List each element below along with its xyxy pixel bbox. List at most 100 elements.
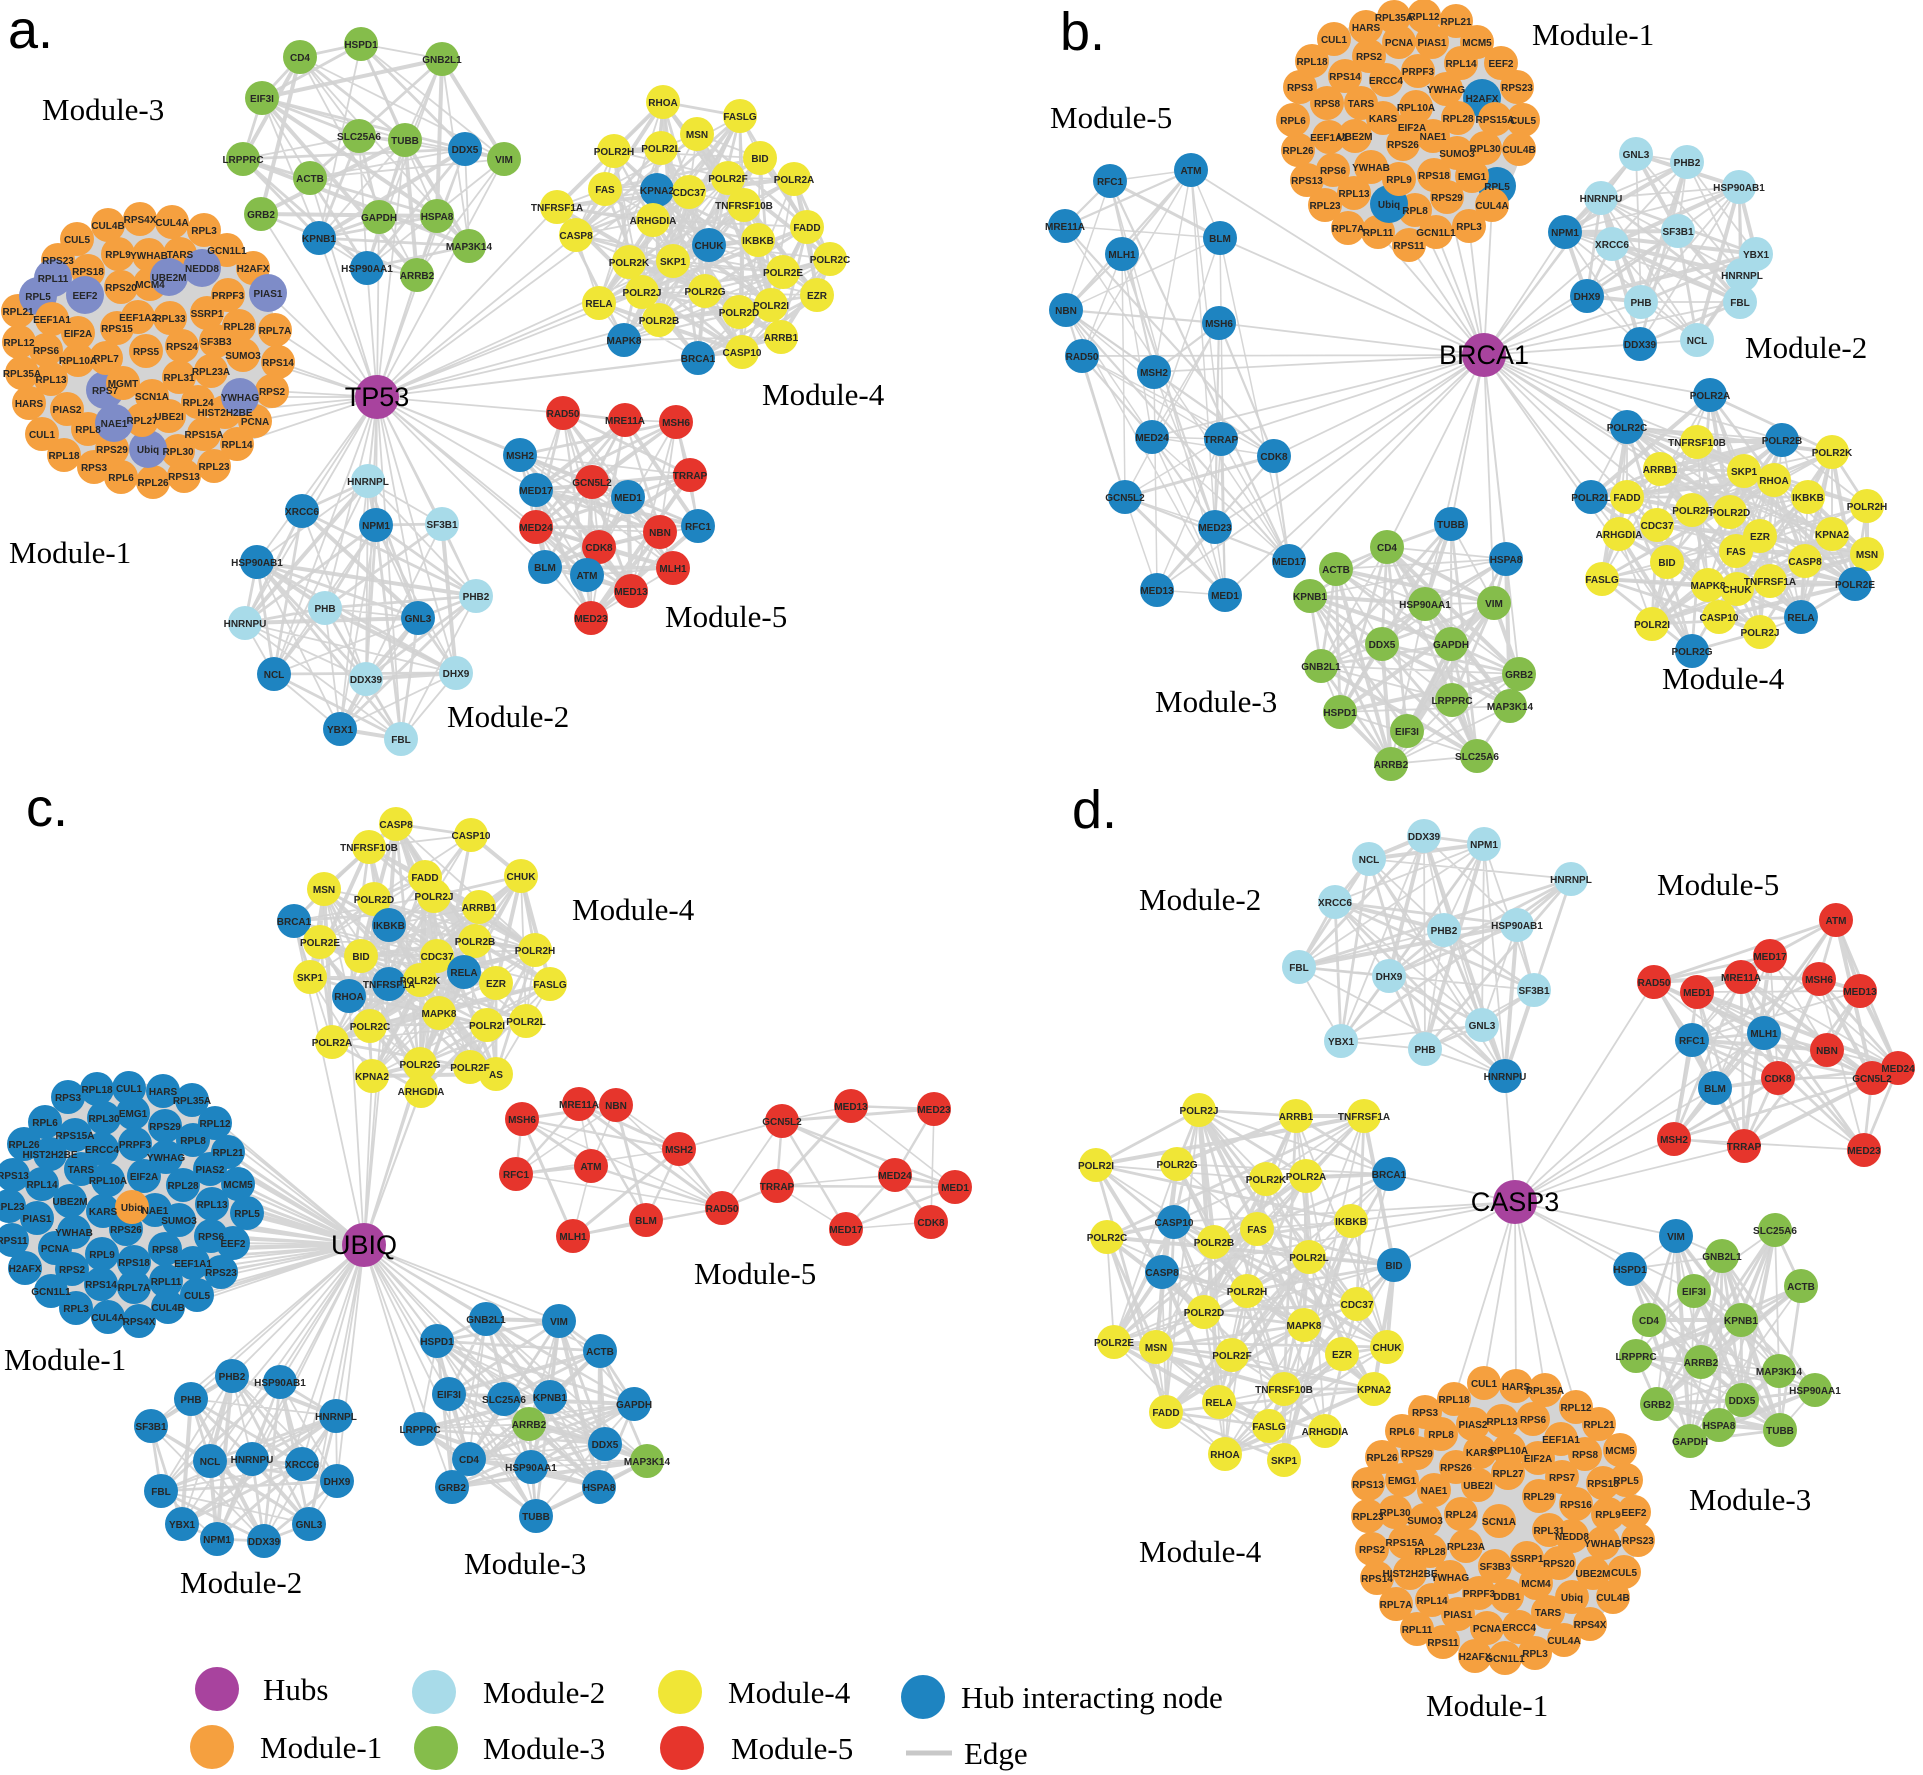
svg-text:RPL5: RPL5 xyxy=(1613,1476,1639,1487)
svg-text:GNL3: GNL3 xyxy=(1469,1021,1496,1032)
svg-text:KPNB1: KPNB1 xyxy=(1724,1316,1758,1327)
svg-text:GNL3: GNL3 xyxy=(405,614,432,625)
svg-text:MED13: MED13 xyxy=(834,1102,868,1113)
svg-text:Module-3: Module-3 xyxy=(483,1731,605,1766)
svg-text:ARRB2: ARRB2 xyxy=(512,1420,547,1431)
svg-text:RPL6: RPL6 xyxy=(108,473,134,484)
svg-text:FASLG: FASLG xyxy=(1252,1422,1286,1433)
svg-text:HARS: HARS xyxy=(149,1087,178,1098)
svg-text:RAD50: RAD50 xyxy=(1638,978,1671,989)
svg-text:CUL4A: CUL4A xyxy=(1475,201,1508,212)
svg-text:c.: c. xyxy=(26,778,68,838)
svg-text:EEF1A2: EEF1A2 xyxy=(119,313,157,324)
svg-text:POLR2B: POLR2B xyxy=(1194,1238,1235,1249)
svg-text:Module-3: Module-3 xyxy=(1689,1482,1811,1517)
svg-text:XRCC6: XRCC6 xyxy=(285,507,319,518)
svg-text:RPS6: RPS6 xyxy=(198,1232,225,1243)
svg-text:RELA: RELA xyxy=(585,299,612,310)
svg-text:CD4: CD4 xyxy=(290,53,310,64)
svg-text:RPL23A: RPL23A xyxy=(1447,1542,1485,1553)
svg-text:RPL23: RPL23 xyxy=(1309,201,1341,212)
svg-text:RPL10A: RPL10A xyxy=(89,1176,127,1187)
svg-text:RPL13: RPL13 xyxy=(1486,1417,1518,1428)
svg-text:CUL4A: CUL4A xyxy=(91,1313,124,1324)
svg-text:ERCC4: ERCC4 xyxy=(85,1145,119,1156)
svg-text:RPL21: RPL21 xyxy=(1583,1420,1615,1431)
svg-text:CASP8: CASP8 xyxy=(559,231,593,242)
svg-text:DHX9: DHX9 xyxy=(324,1477,351,1488)
svg-text:FAS: FAS xyxy=(1247,1225,1267,1236)
svg-text:EEF1A1: EEF1A1 xyxy=(174,1259,212,1270)
svg-text:POLR2E: POLR2E xyxy=(763,268,803,279)
svg-text:RPL14: RPL14 xyxy=(1445,59,1477,70)
svg-text:RPL8: RPL8 xyxy=(1402,206,1428,217)
svg-text:EIF2A: EIF2A xyxy=(1398,123,1426,134)
svg-text:RPL30: RPL30 xyxy=(88,1114,120,1125)
svg-text:NBN: NBN xyxy=(649,528,671,539)
svg-text:ARRB1: ARRB1 xyxy=(1279,1112,1314,1123)
svg-text:GAPDH: GAPDH xyxy=(1433,640,1469,651)
svg-text:BRCA1: BRCA1 xyxy=(681,354,716,365)
svg-text:GRB2: GRB2 xyxy=(247,210,275,221)
svg-text:HNRNPL: HNRNPL xyxy=(347,477,389,488)
svg-text:Module-2: Module-2 xyxy=(447,699,569,734)
svg-text:POLR2G: POLR2G xyxy=(399,1060,440,1071)
svg-text:ARHGDIA: ARHGDIA xyxy=(630,216,677,227)
svg-text:RPS29: RPS29 xyxy=(1431,193,1463,204)
svg-text:CASP10: CASP10 xyxy=(723,348,762,359)
svg-text:SF3B1: SF3B1 xyxy=(426,520,458,531)
svg-text:PHB2: PHB2 xyxy=(1431,926,1458,937)
svg-text:MLH1: MLH1 xyxy=(1108,250,1136,261)
svg-text:KPNB1: KPNB1 xyxy=(302,234,336,245)
svg-text:HSP90AB1: HSP90AB1 xyxy=(231,558,283,569)
svg-text:XRCC6: XRCC6 xyxy=(1318,898,1352,909)
svg-text:RPL8: RPL8 xyxy=(1428,1430,1454,1441)
svg-text:PRPF3: PRPF3 xyxy=(119,1140,152,1151)
svg-text:TRRAP: TRRAP xyxy=(673,471,708,482)
svg-text:SLC25A6: SLC25A6 xyxy=(1455,752,1499,763)
svg-text:HNRNPU: HNRNPU xyxy=(224,619,267,630)
svg-text:ARRB1: ARRB1 xyxy=(462,903,497,914)
svg-text:GAPDH: GAPDH xyxy=(616,1400,652,1411)
svg-text:EMG1: EMG1 xyxy=(119,1109,148,1120)
svg-text:RPL27: RPL27 xyxy=(126,416,158,427)
svg-text:EEF1A1: EEF1A1 xyxy=(1542,1435,1580,1446)
svg-text:RPS20: RPS20 xyxy=(105,283,137,294)
svg-text:CUL5: CUL5 xyxy=(1611,1568,1638,1579)
svg-text:PCNA: PCNA xyxy=(1473,1624,1501,1635)
svg-text:RPL21: RPL21 xyxy=(212,1148,244,1159)
svg-text:Module-5: Module-5 xyxy=(694,1256,816,1291)
svg-text:EIF2A: EIF2A xyxy=(1524,1454,1552,1465)
svg-text:IKBKB: IKBKB xyxy=(1792,493,1824,504)
svg-text:POLR2L: POLR2L xyxy=(506,1017,545,1028)
svg-text:MGMT: MGMT xyxy=(108,379,139,390)
svg-text:CUL5: CUL5 xyxy=(1510,116,1537,127)
svg-text:FBL: FBL xyxy=(391,735,410,746)
svg-text:POLR2G: POLR2G xyxy=(1671,647,1712,658)
svg-text:RPL31: RPL31 xyxy=(163,373,195,384)
svg-text:POLR2D: POLR2D xyxy=(719,308,760,319)
svg-text:GRB2: GRB2 xyxy=(1643,1400,1671,1411)
svg-text:MED1: MED1 xyxy=(941,1183,969,1194)
svg-text:RPS7: RPS7 xyxy=(92,386,119,397)
svg-text:GCN1L1: GCN1L1 xyxy=(207,246,247,257)
svg-text:RPS14: RPS14 xyxy=(262,358,294,369)
svg-text:RPS8: RPS8 xyxy=(1314,99,1341,110)
svg-text:POLR2D: POLR2D xyxy=(1184,1308,1225,1319)
svg-text:MED17: MED17 xyxy=(1753,952,1787,963)
svg-text:CHUK: CHUK xyxy=(695,241,725,252)
svg-text:POLR2H: POLR2H xyxy=(1847,502,1888,513)
svg-text:TNFRSF10B: TNFRSF10B xyxy=(715,201,773,212)
svg-text:FADD: FADD xyxy=(1152,1408,1179,1419)
svg-text:Module-4: Module-4 xyxy=(762,377,885,412)
svg-text:CDK8: CDK8 xyxy=(917,1218,945,1229)
svg-text:ARRB2: ARRB2 xyxy=(400,271,435,282)
svg-text:RPS11: RPS11 xyxy=(1393,241,1425,252)
svg-text:TNFRSF10B: TNFRSF10B xyxy=(1255,1385,1313,1396)
svg-text:SLC25A6: SLC25A6 xyxy=(337,132,381,143)
svg-text:RPL10A: RPL10A xyxy=(1490,1446,1528,1457)
svg-text:CASP8: CASP8 xyxy=(379,820,413,831)
svg-text:POLR2I: POLR2I xyxy=(753,301,789,312)
svg-text:RPL6: RPL6 xyxy=(32,1118,58,1129)
svg-text:RPL18: RPL18 xyxy=(1438,1395,1470,1406)
